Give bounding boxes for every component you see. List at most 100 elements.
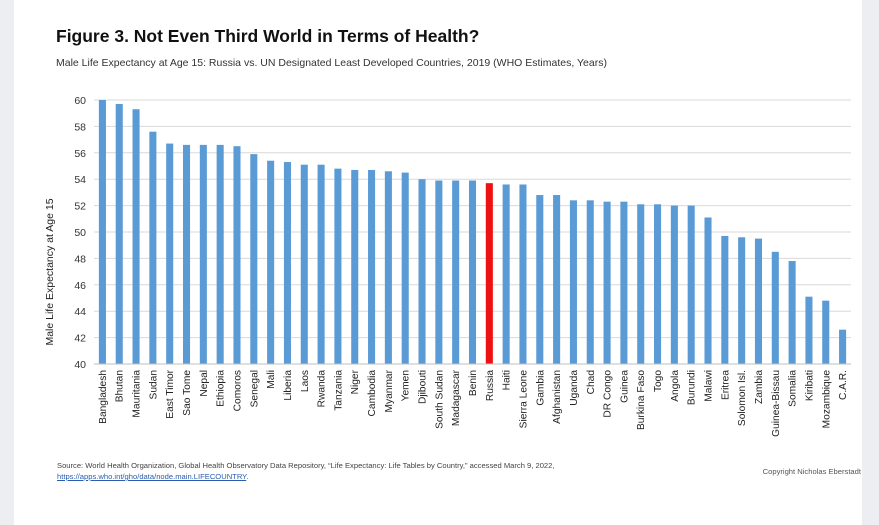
- bar-madagascar: [452, 180, 460, 364]
- x-tick-label-madagascar: Madagascar: [451, 369, 462, 426]
- x-tick-label-bangladesh: Bangladesh: [98, 370, 109, 424]
- bar-togo: [654, 204, 662, 364]
- chart-title: Figure 3. Not Even Third World in Terms …: [56, 26, 480, 46]
- x-tick-label-mozambique: Mozambique: [821, 370, 832, 429]
- bar-nepal: [199, 144, 207, 364]
- y-tick-label: 60: [74, 95, 86, 107]
- bar-chad: [586, 200, 594, 364]
- bar-russia: [485, 183, 493, 364]
- x-tick-label-gambia: Gambia: [535, 370, 546, 406]
- bar-haiti: [502, 184, 510, 364]
- bar-guinea-bissau: [771, 251, 779, 364]
- y-tick-label: 56: [74, 148, 86, 160]
- bar-rwanda: [317, 164, 325, 364]
- bar-somalia: [788, 261, 796, 364]
- source-note: Source: World Health Organization, Globa…: [57, 460, 617, 482]
- x-tick-label-eritrea: Eritrea: [720, 370, 731, 400]
- bar-tanzania: [334, 168, 342, 364]
- bar-comoros: [233, 146, 241, 364]
- x-tick-label-tanzania: Tanzania: [333, 370, 344, 411]
- bar-angola: [670, 205, 678, 364]
- bar-mali: [267, 160, 275, 364]
- x-tick-label-mali: Mali: [266, 370, 277, 389]
- y-tick-label: 40: [74, 359, 86, 371]
- chart-subtitle: Male Life Expectancy at Age 15: Russia v…: [56, 57, 607, 69]
- bar-djibouti: [418, 179, 426, 364]
- bar-dr-congo: [603, 201, 611, 364]
- bar-solomon-isl: [738, 237, 746, 364]
- x-tick-label-cambodia: Cambodia: [367, 370, 378, 417]
- y-tick-label: 42: [74, 333, 86, 345]
- bar-mauritania: [132, 109, 140, 365]
- bar-east-timor: [166, 143, 174, 364]
- bar-senegal: [250, 154, 258, 364]
- bar-benin: [468, 180, 477, 364]
- bar-malawi: [704, 217, 712, 364]
- bar-gambia: [536, 195, 544, 364]
- x-tick-label-afghanistan: Afghanistan: [552, 370, 563, 424]
- bar-kiribati: [805, 296, 813, 364]
- x-tick-label-zambia: Zambia: [754, 370, 765, 404]
- x-tick-label-malawi: Malawi: [704, 370, 715, 402]
- bars: [98, 100, 847, 365]
- x-tick-label-solomon-isl: Solomon Isl.: [737, 370, 748, 426]
- x-tick-label-chad: Chad: [586, 370, 597, 395]
- y-axis-title: Male Life Expectancy at Age 15: [44, 198, 56, 345]
- bar-uganda: [569, 200, 577, 364]
- bar-sudan: [149, 131, 157, 364]
- y-tick-label: 44: [74, 306, 86, 318]
- x-tick-label-kiribati: Kiribati: [804, 370, 815, 401]
- bar-ethiopia: [216, 144, 224, 364]
- source-text: Source: World Health Organization, Globa…: [57, 461, 555, 470]
- y-tick-label: 48: [74, 253, 86, 265]
- x-tick-label-haiti: Haiti: [502, 370, 513, 390]
- bar-liberia: [283, 162, 291, 364]
- bar-sierra-leone: [519, 184, 527, 364]
- x-tick-label-togo: Togo: [653, 370, 664, 392]
- x-tick-label-djibouti: Djibouti: [418, 370, 429, 404]
- x-tick-label-uganda: Uganda: [569, 370, 580, 406]
- x-axis-labels: Bangladesh Bhutan Mauritania Sudan East Timo…: [98, 369, 849, 436]
- bar-c-a-r: [839, 329, 847, 364]
- bar-laos: [300, 164, 308, 364]
- x-tick-label-sao-tome: Sao Tome: [182, 370, 193, 416]
- bar-niger: [351, 169, 359, 364]
- source-end: .: [246, 472, 249, 481]
- x-tick-label-burkina-faso: Burkina Faso: [636, 370, 647, 430]
- x-tick-label-mauritania: Mauritania: [132, 370, 143, 418]
- x-tick-label-dr-congo: DR Congo: [603, 370, 614, 418]
- x-tick-label-benin: Benin: [468, 370, 479, 396]
- y-tick-label: 46: [74, 280, 86, 292]
- x-tick-label-south-sudan: South Sudan: [434, 370, 445, 429]
- x-tick-label-myanmar: Myanmar: [384, 369, 395, 412]
- bar-sao-tome: [182, 144, 191, 364]
- x-tick-label-angola: Angola: [670, 370, 681, 402]
- copyright-note: Copyright Nicholas Eberstadt: [762, 467, 861, 476]
- x-tick-label-niger: Niger: [350, 369, 361, 394]
- bar-bangladesh: [98, 100, 106, 364]
- bar-burundi: [687, 205, 695, 364]
- x-tick-label-rwanda: Rwanda: [317, 370, 328, 408]
- source-link[interactable]: https://apps.who.int/gho/data/node.main.…: [57, 472, 247, 481]
- bar-burkina-faso: [637, 204, 645, 364]
- bar-afghanistan: [553, 195, 561, 364]
- y-tick-label: 58: [74, 121, 86, 133]
- x-tick-label-burundi: Burundi: [687, 370, 698, 405]
- x-tick-label-senegal: Senegal: [249, 370, 260, 407]
- x-tick-label-guinea: Guinea: [619, 370, 630, 403]
- y-tick-label: 50: [74, 227, 86, 239]
- bar-mozambique: [822, 300, 830, 364]
- bar-myanmar: [384, 171, 392, 364]
- y-tick-label: 54: [74, 174, 86, 186]
- x-tick-label-east-timor: East Timor: [165, 369, 176, 418]
- bar-yemen: [401, 172, 409, 364]
- x-tick-label-russia: Russia: [485, 370, 496, 401]
- bar-guinea: [620, 201, 628, 364]
- y-tick-label: 52: [74, 201, 86, 213]
- x-tick-label-sierra-leone: Sierra Leone: [518, 370, 529, 429]
- bar-south-sudan: [435, 180, 443, 364]
- x-tick-label-comoros: Comoros: [232, 370, 243, 411]
- x-tick-label-sudan: Sudan: [148, 370, 159, 399]
- x-tick-label-liberia: Liberia: [283, 370, 294, 401]
- x-tick-label-ethiopia: Ethiopia: [216, 370, 227, 407]
